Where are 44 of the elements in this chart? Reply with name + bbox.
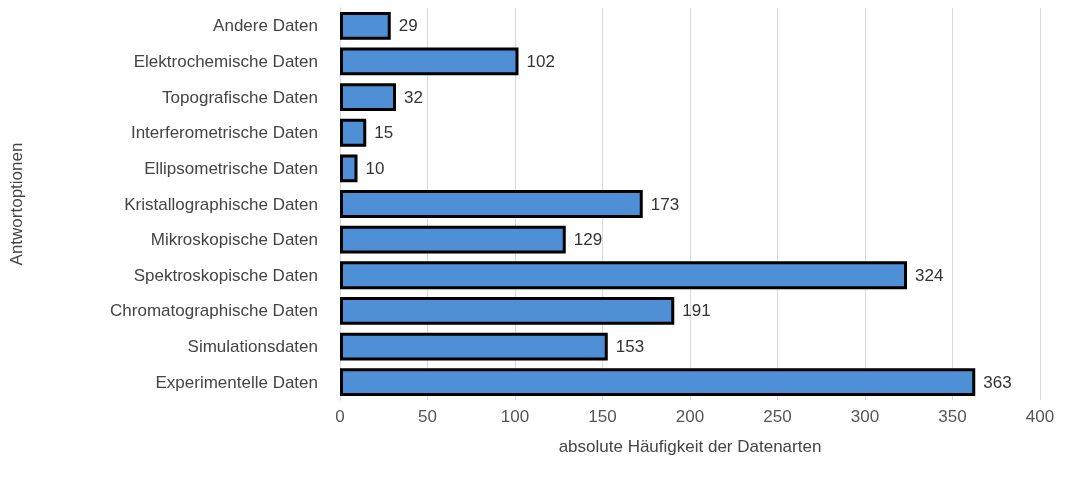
y-tick-label: Kristallographische Daten <box>124 194 318 214</box>
y-tick-label: Elektrochemische Daten <box>133 51 318 71</box>
y-tick-label: Mikroskopische Daten <box>150 230 318 250</box>
y-tick-label: Chromatographische Daten <box>110 301 318 321</box>
x-tick-label: 350 <box>938 407 967 426</box>
data-label: 102 <box>526 51 555 71</box>
data-label: 363 <box>983 372 1012 392</box>
data-label: 129 <box>573 230 603 250</box>
y-tick-label: Experimentelle Daten <box>155 372 318 392</box>
bar <box>340 83 396 111</box>
y-tick-label: Interferometrische Daten <box>130 123 318 143</box>
x-tick-label: 300 <box>850 407 880 426</box>
data-label: 191 <box>682 301 711 321</box>
bar <box>340 368 976 397</box>
data-label: 15 <box>374 123 394 143</box>
y-axis-title: Antwortoptionen <box>7 142 26 266</box>
x-tick-label: 150 <box>588 407 617 426</box>
x-tick-label: 200 <box>675 407 705 426</box>
y-tick-label: Simulationsdaten <box>187 337 318 357</box>
bar <box>340 154 358 183</box>
bar <box>340 261 907 290</box>
data-label: 324 <box>915 265 944 285</box>
bar <box>340 118 367 147</box>
data-label: 10 <box>365 158 385 178</box>
data-label: 153 <box>615 337 645 357</box>
x-tick-label: 50 <box>418 407 437 426</box>
bar <box>340 11 391 40</box>
x-tick-label: 0 <box>335 407 345 426</box>
x-tick-label: 100 <box>500 407 530 426</box>
y-tick-label: Spektroskopische Daten <box>133 265 318 285</box>
x-axis-title: absolute Häufigkeit der Datenarten <box>558 437 822 456</box>
bar <box>340 297 675 325</box>
bar <box>340 190 643 218</box>
data-label: 32 <box>404 87 423 107</box>
data-label: 29 <box>398 16 418 36</box>
y-tick-label: Andere Daten <box>213 16 318 36</box>
bar <box>340 332 608 361</box>
x-tick-label: 400 <box>1025 407 1055 426</box>
data-label: 173 <box>650 194 680 214</box>
x-tick-label: 250 <box>763 407 792 426</box>
bar <box>340 47 519 76</box>
bar <box>340 225 566 254</box>
y-tick-label: Topografische Daten <box>162 87 318 107</box>
y-tick-label: Ellipsometrische Daten <box>144 158 318 178</box>
